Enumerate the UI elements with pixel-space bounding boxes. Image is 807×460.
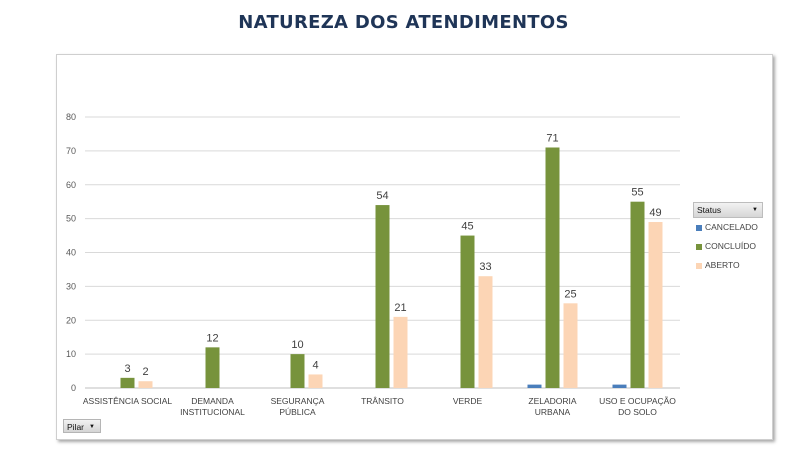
bar-concluído xyxy=(545,147,560,388)
x-tick-label: USO E OCUPAÇÃO xyxy=(599,396,676,406)
legend-label: ABERTO xyxy=(705,260,740,270)
legend-item-concluido: CONCLUÍDO xyxy=(693,237,763,256)
bar-concluído xyxy=(120,377,135,388)
bar-aberto xyxy=(308,374,323,388)
x-tick-label: VERDE xyxy=(453,396,483,406)
bars xyxy=(120,147,663,388)
data-label: 55 xyxy=(631,187,643,199)
y-tick-label: 40 xyxy=(66,248,76,258)
legend-swatch xyxy=(696,224,702,231)
data-label: 45 xyxy=(461,221,473,233)
legend-item-aberto: ABERTO xyxy=(693,256,763,275)
bar-concluído xyxy=(290,354,305,388)
legend-swatch xyxy=(696,262,702,269)
bar-cancelado xyxy=(527,384,542,388)
bar-concluído xyxy=(630,201,645,388)
x-tick-label: ZELADORIA xyxy=(528,396,577,406)
data-labels: 3 2 12 10 4 54 21 45 33 71 25 55 49 xyxy=(124,132,661,378)
data-label: 33 xyxy=(479,261,491,273)
y-tick-label: 80 xyxy=(66,112,76,122)
x-tick-label: TRÂNSITO xyxy=(361,396,404,406)
dropdown-arrow-icon: ▼ xyxy=(752,207,758,213)
bar-aberto xyxy=(393,316,408,388)
y-tick-label: 10 xyxy=(66,349,76,359)
data-label: 25 xyxy=(564,288,576,300)
x-tick-label: SEGURANÇA xyxy=(271,396,325,406)
x-tick-label: URBANA xyxy=(535,407,571,417)
legend: Status ▼ CANCELADO CONCLUÍDO ABERTO xyxy=(693,202,763,275)
pilar-label: Pilar xyxy=(67,422,85,432)
dropdown-arrow-icon: ▼ xyxy=(89,424,95,430)
y-tick-label: 50 xyxy=(66,214,76,224)
bar-aberto xyxy=(478,276,493,388)
legend-label: CANCELADO xyxy=(705,222,758,232)
x-tick-label: DEMANDA xyxy=(191,396,234,406)
y-axis: 0 10 20 30 40 50 60 70 80 xyxy=(66,112,76,393)
data-label: 49 xyxy=(649,207,661,219)
data-label: 3 xyxy=(124,363,130,375)
bar-cancelado xyxy=(612,384,627,388)
data-label: 10 xyxy=(291,339,303,351)
x-tick-label: ASSISTÊNCIA SOCIAL xyxy=(83,396,173,406)
data-label: 54 xyxy=(376,190,388,202)
y-tick-label: 0 xyxy=(71,383,76,393)
legend-label: CONCLUÍDO xyxy=(705,241,757,251)
chart-title: NATUREZA DOS ATENDIMENTOS xyxy=(238,12,569,33)
data-label: 4 xyxy=(312,359,318,371)
data-label: 21 xyxy=(394,302,406,314)
y-tick-label: 70 xyxy=(66,146,76,156)
x-tick-label: DO SOLO xyxy=(618,407,657,417)
bar-aberto xyxy=(648,222,663,388)
legend-item-cancelado: CANCELADO xyxy=(693,218,763,237)
bar-aberto xyxy=(138,381,153,388)
bar-aberto xyxy=(563,303,578,388)
pilar-filter-button[interactable]: Pilar ▼ xyxy=(63,419,101,433)
data-label: 71 xyxy=(546,132,558,144)
bar-concluído xyxy=(460,235,475,388)
x-tick-label: INSTITUCIONAL xyxy=(180,407,245,417)
x-tick-label: PÚBLICA xyxy=(279,407,316,417)
legend-swatch xyxy=(696,243,702,250)
y-tick-label: 20 xyxy=(66,315,76,325)
legend-status-filter[interactable]: Status ▼ xyxy=(693,202,763,218)
bar-concluído xyxy=(375,205,390,388)
legend-header-label: Status xyxy=(697,205,722,215)
y-tick-label: 30 xyxy=(66,281,76,291)
data-label: 12 xyxy=(206,332,218,344)
y-tick-label: 60 xyxy=(66,180,76,190)
bar-concluído xyxy=(205,347,220,388)
data-label: 2 xyxy=(142,366,148,378)
